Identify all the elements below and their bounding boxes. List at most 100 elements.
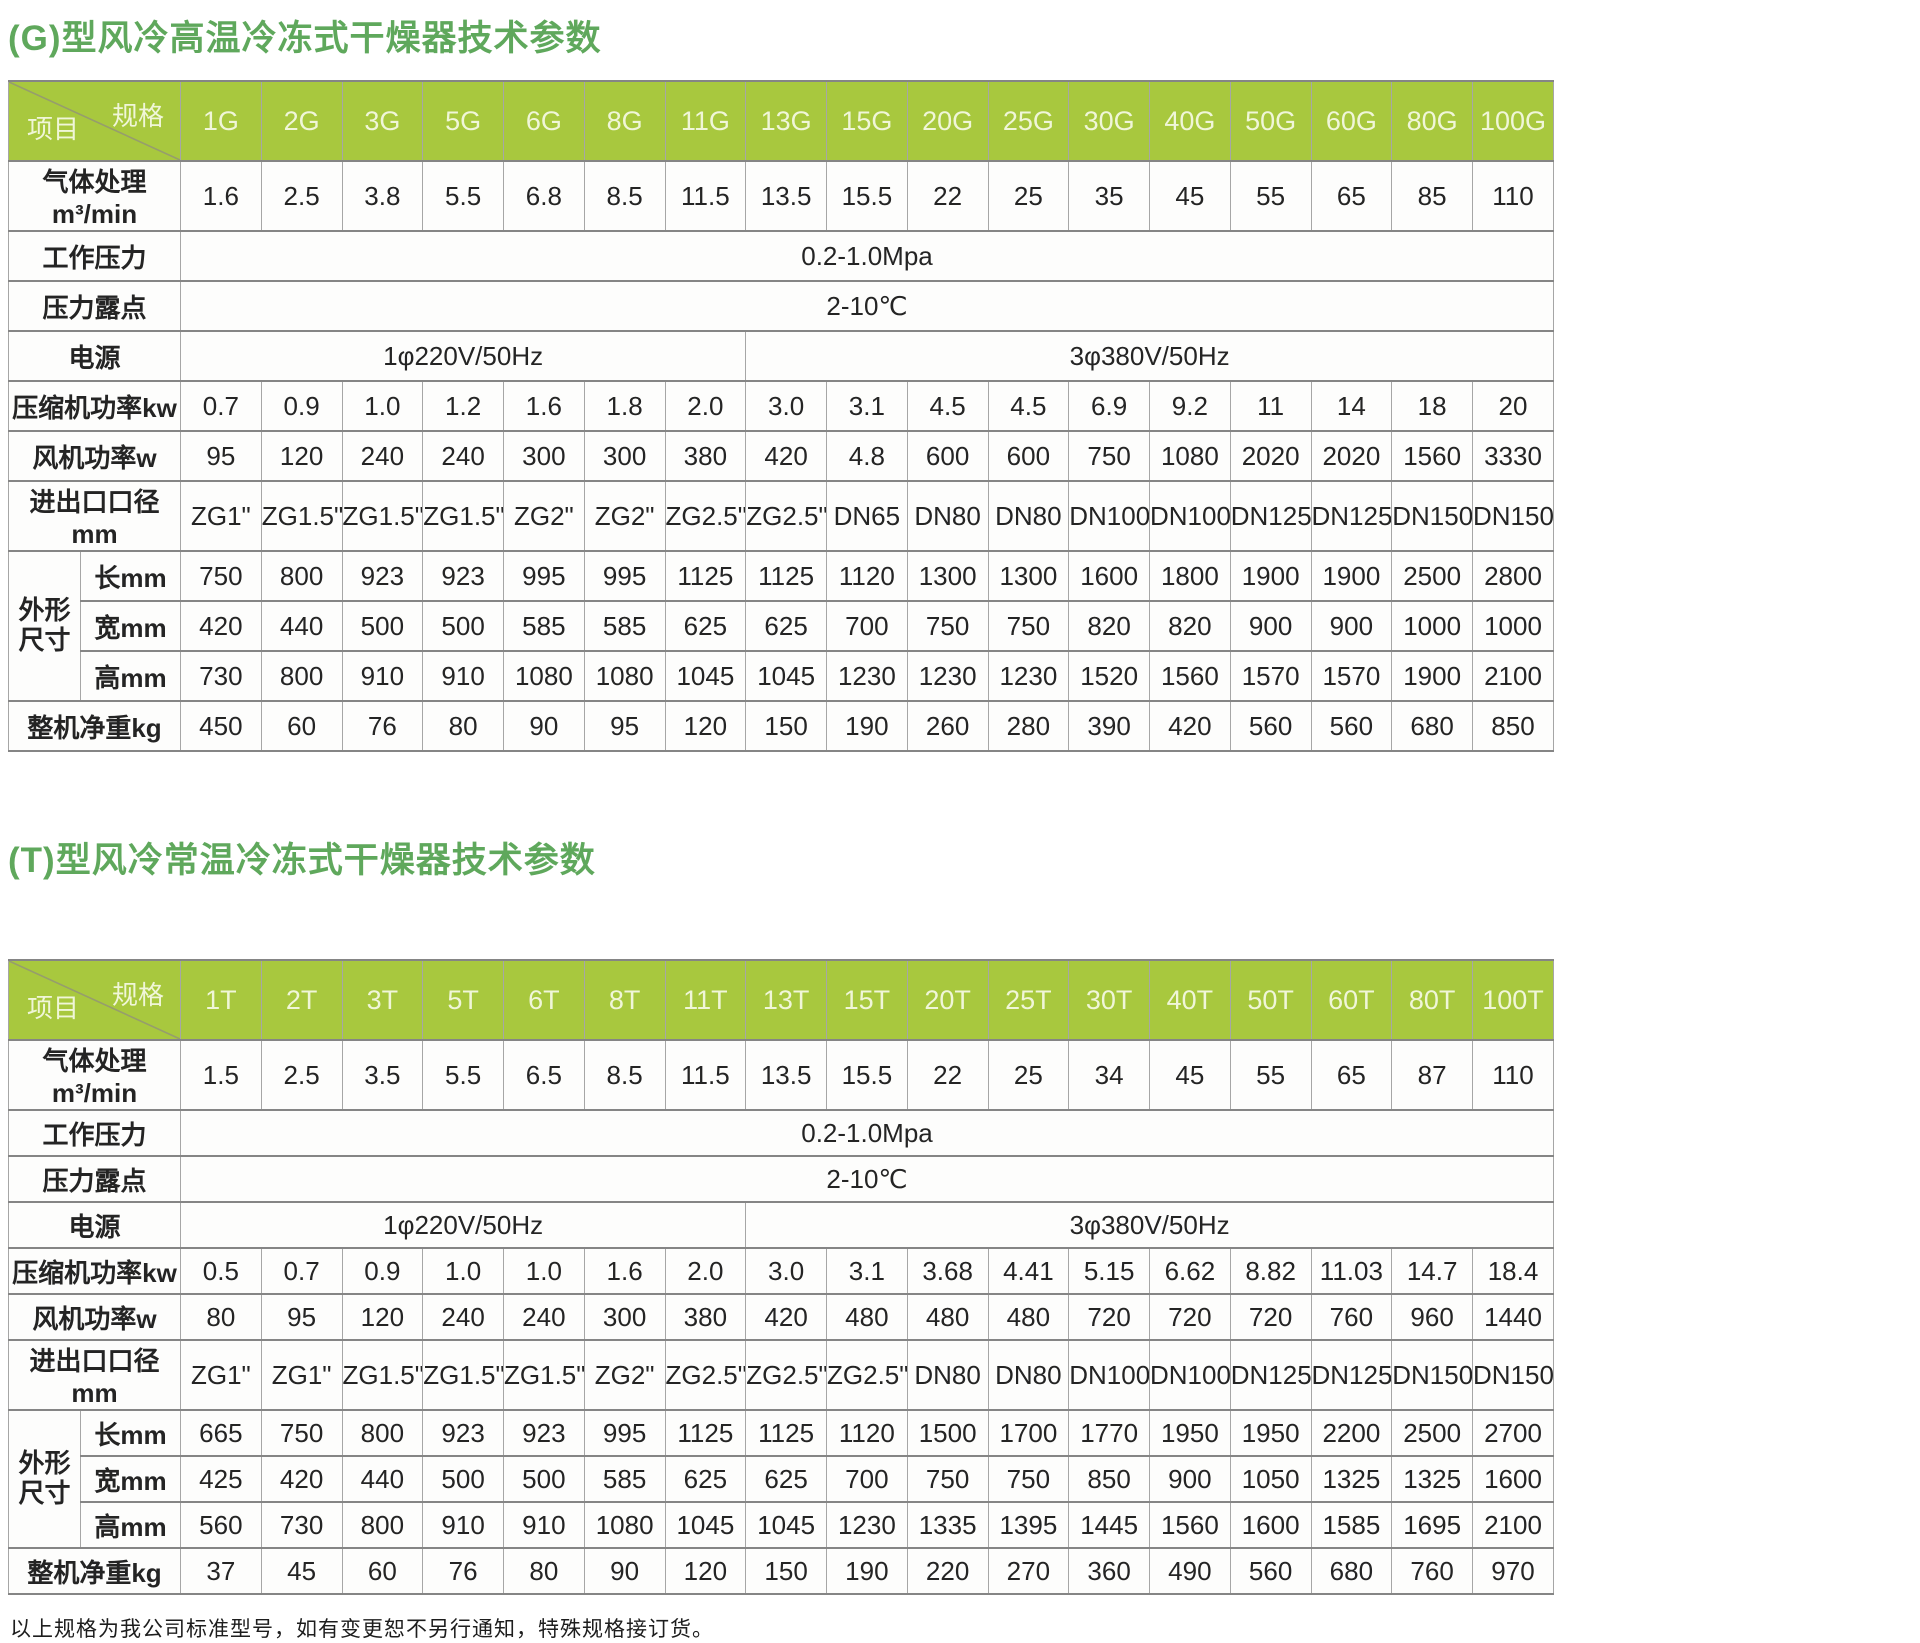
spec-cell: 480 — [906, 1293, 989, 1341]
spec-cell: 4.41 — [987, 1247, 1070, 1295]
spec-cell: 1230 — [826, 1501, 908, 1549]
spec-cell: 850 — [1472, 700, 1554, 752]
spec-cell: 45 — [260, 1547, 343, 1595]
spec-cell: DN125 — [1229, 480, 1312, 552]
spec-cell: 1.6 — [180, 160, 262, 232]
spec-cell: 8.5 — [583, 1039, 666, 1111]
column-header: 25G — [987, 80, 1070, 162]
spec-cell: 2700 — [1472, 1409, 1554, 1457]
spec-cell-merged: 0.2-1.0Mpa — [180, 1109, 1554, 1157]
spec-cell: 1000 — [1472, 600, 1554, 652]
spec-cell-power-left: 1φ220V/50Hz — [179, 330, 747, 382]
column-header: 30G — [1068, 80, 1150, 162]
column-header: 11T — [664, 959, 747, 1041]
spec-cell: 750 — [906, 600, 989, 652]
spec-cell: 76 — [422, 1547, 504, 1595]
spec-cell: 420 — [260, 1455, 343, 1503]
spec-cell: 13.5 — [745, 160, 827, 232]
spec-cell: 900 — [1310, 600, 1393, 652]
spec-cell: 8.82 — [1229, 1247, 1312, 1295]
row-label: 压力露点 — [8, 1155, 181, 1203]
row-label: 电源 — [8, 1201, 181, 1249]
spec-cell: 700 — [826, 600, 908, 652]
spec-cell: 923 — [422, 1409, 504, 1457]
spec-cell: 1050 — [1229, 1455, 1312, 1503]
spec-cell: 700 — [826, 1455, 908, 1503]
spec-cell: ZG1.5" — [341, 480, 424, 552]
table-row: 压力露点 2-10℃ — [8, 280, 1554, 332]
table-row: 高mm 730 800 910 910 1080 1080 1045 1045 1230 1230 1… — [9, 650, 1554, 702]
spec-cell: 80 — [180, 1293, 262, 1341]
spec-cell: 1045 — [745, 1501, 827, 1549]
spec-cell: 95 — [583, 700, 666, 752]
spec-cell: 34 — [1068, 1039, 1150, 1111]
spec-cell: 65 — [1310, 160, 1393, 232]
spec-cell: 150 — [745, 1547, 827, 1595]
spec-cell: 0.5 — [180, 1247, 262, 1295]
column-header: 13T — [745, 959, 827, 1041]
spec-cell: 1560 — [1149, 1501, 1231, 1549]
spec-cell: 800 — [341, 1501, 424, 1549]
spec-cell: 2500 — [1391, 550, 1473, 602]
spec-cell: 90 — [583, 1547, 666, 1595]
footer-note: 以上规格为我公司标准型号，如有变更恕不另行通知，特殊规格接订货。 — [10, 1618, 714, 1641]
spec-cell: 680 — [1391, 700, 1473, 752]
spec-cell: 3.68 — [906, 1247, 989, 1295]
spec-cell: 560 — [180, 1501, 262, 1549]
spec-cell: 625 — [745, 600, 827, 652]
spec-cell: 150 — [745, 700, 827, 752]
column-header: 50G — [1229, 80, 1312, 162]
spec-cell: 5.15 — [1068, 1247, 1150, 1295]
column-header: 5T — [422, 959, 504, 1041]
spec-cell: 76 — [341, 700, 424, 752]
spec-cell: 22 — [906, 1039, 989, 1111]
spec-cell: 625 — [745, 1455, 827, 1503]
spec-table-t: 规格 项目 1T 2T 3T 5T 6T 8T 11T 13T 15T 20T 25T 30T 40T 50T… — [8, 959, 1554, 1595]
column-header: 11G — [664, 80, 747, 162]
spec-cell: 800 — [341, 1409, 424, 1457]
spec-cell: 1800 — [1149, 550, 1231, 602]
spec-cell: 1120 — [826, 550, 908, 602]
column-header: 8T — [583, 959, 666, 1041]
spec-cell: 625 — [664, 600, 747, 652]
spec-cell: ZG2" — [503, 480, 585, 552]
table-row: 压缩机功率kw 0.7 0.9 1.0 1.2 1.6 1.8 2.0 3.0 3.1 4.5 4.5… — [8, 380, 1554, 432]
spec-cell: 1520 — [1068, 650, 1150, 702]
table-row: 压缩机功率kw 0.5 0.7 0.9 1.0 1.0 1.6 2.0 3.0 3.1 3.68 4.… — [8, 1247, 1554, 1295]
row-label: 整机净重kg — [8, 700, 181, 752]
spec-cell: 585 — [583, 1455, 666, 1503]
table-row: 进出口口径mm ZG1" ZG1" ZG1.5" ZG1.5" ZG1.5" ZG2" ZG2… — [8, 1339, 1554, 1411]
spec-cell: 380 — [664, 1293, 747, 1341]
spec-cell: 1120 — [826, 1409, 908, 1457]
spec-cell: 4.5 — [906, 380, 989, 432]
spec-cell: 80 — [503, 1547, 585, 1595]
spec-cell: 0.7 — [180, 380, 262, 432]
spec-cell: 1.6 — [583, 1247, 666, 1295]
spec-cell: 3330 — [1472, 430, 1554, 482]
table-row: 工作压力 0.2-1.0Mpa — [8, 230, 1554, 282]
spec-cell: 85 — [1391, 160, 1473, 232]
spec-cell: 1600 — [1229, 1501, 1312, 1549]
column-header: 30T — [1068, 959, 1150, 1041]
spec-cell: 995 — [503, 550, 585, 602]
spec-cell-merged: 0.2-1.0Mpa — [180, 230, 1554, 282]
spec-cell: 110 — [1472, 160, 1554, 232]
row-sublabel: 长mm — [80, 550, 181, 602]
spec-cell: 3.0 — [745, 380, 827, 432]
spec-cell: 900 — [1229, 600, 1312, 652]
spec-cell: 1125 — [664, 550, 747, 602]
spec-cell: 425 — [180, 1455, 262, 1503]
spec-cell: ZG1.5" — [503, 1339, 585, 1411]
spec-cell: ZG1" — [180, 480, 262, 552]
spec-cell: 923 — [422, 550, 504, 602]
spec-cell: 900 — [1149, 1455, 1231, 1503]
spec-cell: 420 — [745, 430, 827, 482]
spec-table-g: 规格 项目 1G 2G 3G 5G 6G 8G 11G 13G 15G 20G 25G 30G 40G 50G… — [8, 80, 1554, 752]
spec-cell: 625 — [664, 1455, 747, 1503]
spec-cell: ZG2.5" — [826, 1339, 908, 1411]
spec-cell: 2800 — [1472, 550, 1554, 602]
spec-cell: 1125 — [664, 1409, 747, 1457]
row-sublabel: 宽mm — [80, 600, 181, 652]
column-header: 8G — [583, 80, 666, 162]
table-row: 气体处理m³/min 1.5 2.5 3.5 5.5 6.5 8.5 11.5 13.5 15.5… — [8, 1039, 1554, 1111]
